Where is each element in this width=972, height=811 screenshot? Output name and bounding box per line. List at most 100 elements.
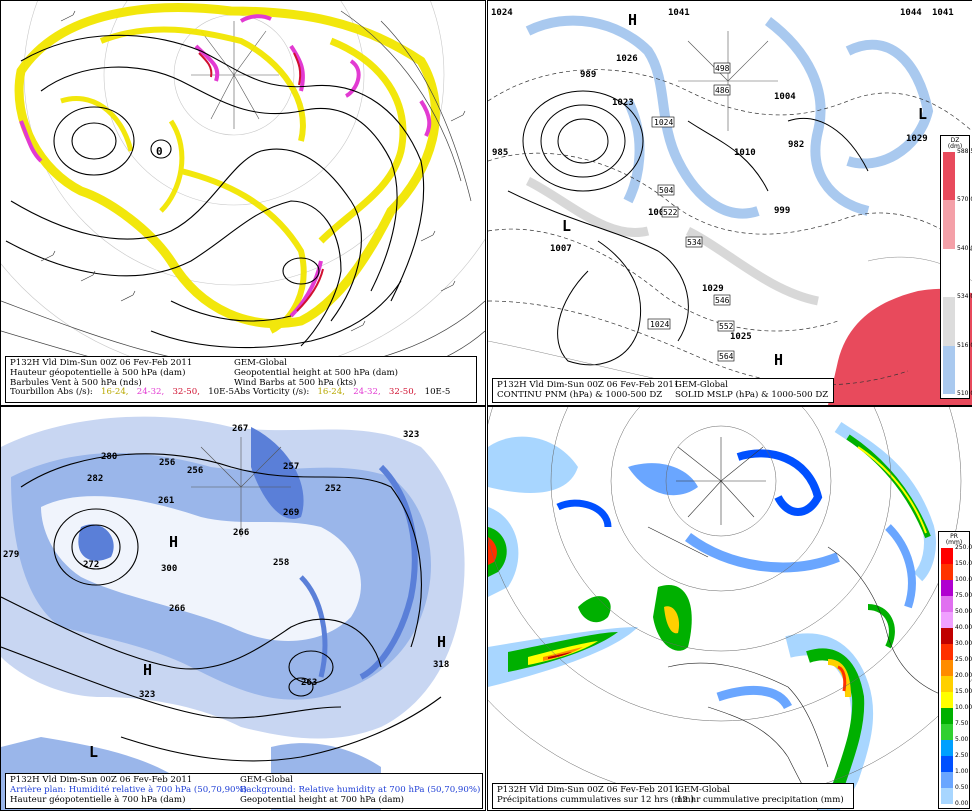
colorbar-tick-label: 150.00 xyxy=(955,560,972,567)
caption-valid-time: P132H Vld Dim-Sun 00Z 06 Fev-Feb 2011 xyxy=(497,380,680,390)
thickness-dashed xyxy=(488,69,972,386)
low-center-label: L xyxy=(918,105,927,123)
mslp-label: 1044 xyxy=(900,8,922,18)
height-label-700: 282 xyxy=(87,474,103,484)
colorbar-tick-label: 1.00 xyxy=(955,768,969,775)
colorbar-swatch xyxy=(941,756,953,772)
caption-valid-time: P132H Vld Dim-Sun 00Z 06 Fev-Feb 2011 xyxy=(497,785,680,795)
mslp-label: 982 xyxy=(788,140,804,150)
map-500hpa: 0 xyxy=(1,1,485,405)
height-label-700: 256 xyxy=(159,458,175,468)
thickness-label: 546 xyxy=(715,296,730,305)
thickness-label: 552 xyxy=(719,322,734,331)
colorbar-swatch xyxy=(943,152,955,201)
colorbar-swatch xyxy=(943,297,955,346)
colorbar-swatch xyxy=(943,345,955,394)
colorbar-tick-label: 2.50 xyxy=(955,752,969,759)
caption-model: GEM-Global xyxy=(677,785,731,795)
mslp-label: 1029 xyxy=(906,134,928,144)
colorbar-swatch xyxy=(941,692,953,708)
colorbar-tick-label: 30.00 xyxy=(955,640,972,647)
colorbar-tick-label: 50.00 xyxy=(955,608,972,615)
height-label-700: 252 xyxy=(325,484,341,494)
caption-en-height: Geopotential height at 700 hPa (dam) xyxy=(240,794,404,805)
colorbar-tick-label: 570.00 xyxy=(957,196,972,204)
map-mslp: 1024 1041 1044 1041 1026 989 1023 1004 1… xyxy=(488,1,972,405)
colorbar-swatch xyxy=(941,788,953,804)
high-center-label: H xyxy=(774,351,783,369)
thickness-label: 522 xyxy=(663,208,678,217)
thickness-label: 534 xyxy=(687,238,702,247)
high-center-label: H xyxy=(143,661,152,679)
height-label-700: 300 xyxy=(161,564,177,574)
height-contours-700 xyxy=(1,453,442,762)
colorbar-swatch xyxy=(941,644,953,660)
colorbar-tick-label: 510.00 xyxy=(957,390,972,397)
vorticity-fill-yellow xyxy=(14,3,440,334)
colorbar-swatch xyxy=(941,660,953,676)
colorbar-swatch xyxy=(943,248,955,298)
colorbar-tick-label: 40.00 xyxy=(955,624,972,631)
wind-barbs xyxy=(40,10,466,332)
thickness-high-fill xyxy=(828,288,972,405)
height-label-700: 279 xyxy=(3,550,19,560)
caption-precipitation: P132H Vld Dim-Sun 00Z 06 Fev-Feb 2011 Pr… xyxy=(492,783,854,809)
panel-precipitation: PR (mm) 250.00 150.00 100.00 75.00 50.00 40.0… xyxy=(487,406,972,811)
mslp-label: 1007 xyxy=(550,244,572,254)
colorbar-tick-label: 540.00 xyxy=(957,244,972,252)
mslp-label: 1024 xyxy=(491,8,513,18)
height-label-700: 256 xyxy=(187,466,203,476)
caption-en-vort: Abs Vorticity (/s): 16-24, 24-32, 32-50,… xyxy=(234,387,451,398)
colorbar-tick-label: 20.00 xyxy=(955,672,972,679)
caption-en-wind: Wind Barbs at 500 hPa (kts) xyxy=(234,377,357,388)
colorbar-unit-sub: (mm) xyxy=(945,539,963,546)
mslp-label: 1009 xyxy=(648,208,670,218)
mslp-label: 999 xyxy=(774,206,790,216)
height-label-700: 323 xyxy=(139,690,155,700)
colorbar-tick-label: 10.00 xyxy=(955,704,972,711)
map-700hpa: 280 282 256 256 257 261 252 267 323 269 … xyxy=(1,407,485,810)
colorbar-precipitation: PR (mm) 250.00 150.00 100.00 75.00 50.00 40.0… xyxy=(938,531,972,809)
thickness-label: 1024 xyxy=(654,118,673,127)
colorbar-swatch xyxy=(941,772,953,788)
caption-en-humidity: Background: Relative humidity at 700 hPa… xyxy=(240,784,481,795)
mslp-label: 1025 xyxy=(730,332,752,342)
thickness-label: 1024 xyxy=(650,320,669,329)
colorbar-unit: PR xyxy=(950,533,958,540)
high-center-label: H xyxy=(628,11,637,29)
thickness-label: 504 xyxy=(659,186,674,195)
height-label-700: 261 xyxy=(158,496,174,506)
colorbar-swatch xyxy=(941,580,953,596)
colorbar-tick-label: 15.00 xyxy=(955,688,972,695)
caption-500hpa: P132H Vld Dim-Sun 00Z 06 Fev-Feb 2011 Ha… xyxy=(5,356,477,403)
mslp-label: 989 xyxy=(580,70,596,80)
caption-fr-humidity: Arrière plan: Humidité relative à 700 hP… xyxy=(10,784,248,795)
caption-valid-time: P132H Vld Dim-Sun 00Z 06 Fev-Feb 2011 xyxy=(10,775,193,785)
caption-700hpa: P132H Vld Dim-Sun 00Z 06 Fev-Feb 2011 Ar… xyxy=(5,773,483,809)
height-contours xyxy=(5,34,425,349)
caption-model: GEM-Global xyxy=(675,380,729,390)
caption-fr-precip: Précipitations cummulatives sur 12 hrs (… xyxy=(497,794,694,805)
height-label-700: 269 xyxy=(283,508,299,518)
height-label-700: 257 xyxy=(283,462,299,472)
height-label-700: 323 xyxy=(403,430,419,440)
height-label-700: 280 xyxy=(101,452,117,462)
mslp-label: 1026 xyxy=(616,54,638,64)
height-label-700: 266 xyxy=(233,528,249,538)
colorbar-unit: DZ xyxy=(950,137,960,144)
panel-500hpa-vorticity: 0 P132H Vld Dim-Sun 00Z 06 Fev-Feb 2011 … xyxy=(0,0,486,406)
colorbar-tick-label: 250.00 xyxy=(955,544,972,551)
caption-valid-time: P132H Vld Dim-Sun 00Z 06 Fev-Feb 2011 xyxy=(10,358,193,368)
colorbar-swatch xyxy=(941,564,953,580)
colorbar-tick-label: 5.00 xyxy=(955,736,969,743)
colorbar-tick-label: 100.00 xyxy=(955,576,972,583)
mslp-label: 1041 xyxy=(932,8,954,18)
caption-en-height: Geopotential height at 500 hPa (dam) xyxy=(234,367,398,378)
colorbar-swatch xyxy=(943,200,955,249)
caption-en-mslp: SOLID MSLP (hPa) & 1000-500 DZ xyxy=(675,389,829,400)
height-label-700: 272 xyxy=(83,560,99,570)
height-label-700: 263 xyxy=(301,678,317,688)
colorbar-tick-label: 534.00 xyxy=(957,293,972,301)
panel-700hpa-humidity: 280 282 256 256 257 261 252 267 323 269 … xyxy=(0,406,486,811)
mslp-label: 1010 xyxy=(734,148,756,158)
